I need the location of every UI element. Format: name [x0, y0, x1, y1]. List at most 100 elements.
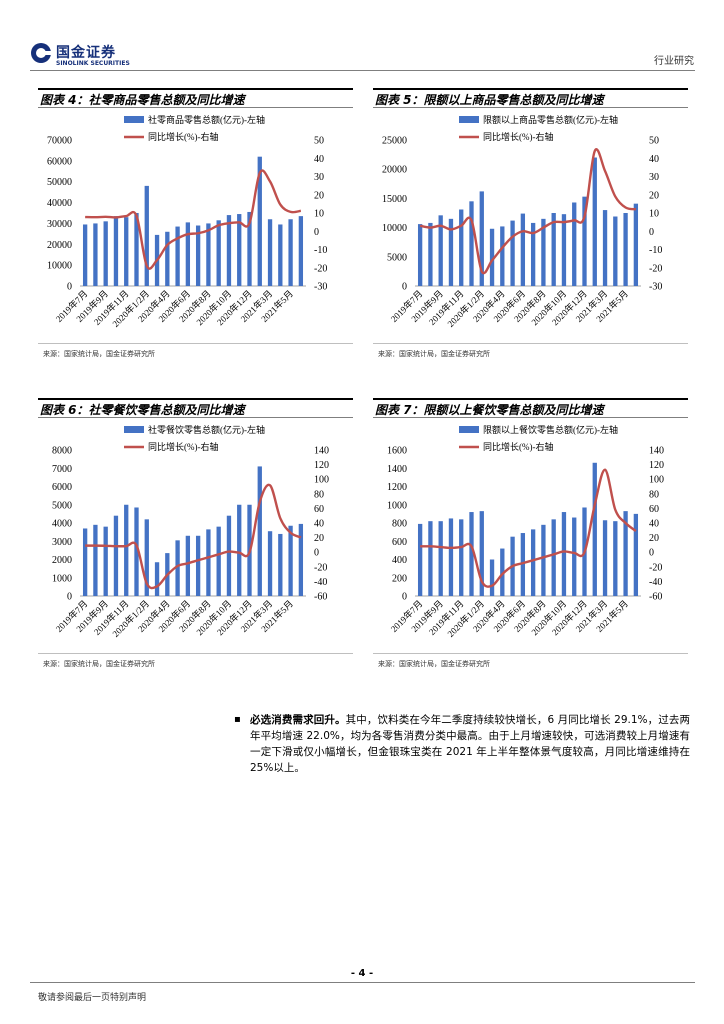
figure-title: 图表 4：社零商品零售总额及同比增速: [38, 88, 353, 108]
bar-2020年7月: [195, 535, 201, 596]
left-axis-tick-label: 3000: [52, 537, 72, 548]
figure-source: 来源：国家统计局，国金证券研究所: [378, 350, 490, 358]
right-axis-tick-label: 20: [314, 190, 324, 201]
right-axis-tick-label: -20: [314, 263, 327, 274]
bar-2020年5月: [510, 220, 515, 286]
figure-source: 来源：国家统计局，国金证券研究所: [378, 660, 490, 668]
paragraph-text: 其中，饮料类在今年二季度持续较快增长，6 月同比增长 29.1%，过去两年平均增…: [250, 714, 690, 774]
bar-2020年6月: [185, 535, 191, 596]
bar-2019年7月: [417, 523, 423, 596]
series-line-yoy: [85, 169, 302, 270]
bar-2021年5月: [623, 213, 628, 286]
left-axis-tick-label: 10000: [382, 223, 407, 234]
legend-bar-label: 社零餐饮零售总额(亿元)-左轴: [148, 424, 265, 435]
body-paragraph: ▪ 必选消费需求回升。其中，饮料类在今年二季度持续较快增长，6 月同比增长 29…: [234, 712, 690, 776]
figure-source: 来源：国家统计局，国金证券研究所: [43, 660, 155, 668]
right-axis-tick-label: 40: [649, 519, 659, 530]
right-axis-tick-label: 40: [314, 154, 324, 165]
right-axis-tick-label: -10: [649, 245, 662, 256]
bar-2020年3月: [489, 228, 495, 286]
left-axis-tick-label: 7000: [52, 464, 72, 475]
bar-2019年10月: [448, 218, 454, 286]
bar-2021年5月: [288, 525, 293, 596]
series-line-yoy: [420, 468, 637, 588]
bar-2019年7月: [82, 528, 88, 596]
bar-2020年3月: [489, 559, 495, 596]
left-axis-tick-label: 0: [67, 592, 72, 603]
bar-2020年5月: [175, 226, 180, 286]
bar-2019年12月: [469, 201, 474, 286]
page-number: - 4 -: [350, 968, 374, 979]
logo-mark-icon: [31, 43, 52, 63]
footer-divider: [30, 982, 695, 983]
left-axis-tick-label: 2000: [52, 555, 72, 566]
right-axis-tick-label: 50: [649, 136, 659, 147]
bar-2019年10月: [448, 518, 454, 596]
legend-bar-swatch: [459, 116, 479, 123]
right-axis-tick-label: 100: [649, 475, 664, 486]
left-axis-tick-label: 20000: [47, 240, 72, 251]
right-axis-tick-label: 120: [314, 460, 329, 471]
left-axis-tick-label: 600: [392, 537, 407, 548]
chart-figure-6: 010002000300040005000600070008000-60-40-…: [52, 424, 329, 639]
right-axis-tick-label: -30: [314, 282, 327, 293]
bar-2021年3月: [602, 210, 608, 286]
bar-2021年5月: [623, 511, 628, 596]
legend-bar-label: 限额以上餐饮零售总额(亿元)-左轴: [483, 424, 618, 435]
bar-2020年4月: [500, 226, 505, 286]
right-axis-tick-label: 100: [314, 475, 329, 486]
right-axis-tick-label: 40: [649, 154, 659, 165]
chart-figure-4: 0 10000 20000 30000 40000 50000 60000 70000 -30 -…: [47, 114, 327, 329]
left-axis-tick-label: 1200: [387, 482, 407, 493]
bar-2020年6月: [520, 533, 526, 596]
bullet-icon: ▪: [234, 714, 241, 725]
company-logo: 国金证券 SINOLINK SECURITIES: [30, 40, 140, 74]
bar-2021年3月: [267, 531, 273, 596]
right-axis-tick-label: 0: [314, 227, 319, 238]
bar-2020年12月: [582, 196, 587, 286]
left-axis-tick-label: 400: [392, 555, 407, 566]
bar-2019年11月: [124, 504, 129, 596]
right-axis-tick-label: 10: [649, 209, 659, 220]
bar-2020年8月: [206, 223, 211, 286]
bar-2019年8月: [428, 222, 433, 286]
bar-2019年11月: [124, 217, 129, 286]
bar-2020年5月: [175, 540, 180, 596]
right-axis-tick-label: 120: [649, 460, 664, 471]
figure-title: 图表 5：限额以上商品零售总额及同比增速: [373, 88, 688, 108]
right-axis-tick-label: -40: [649, 577, 662, 588]
legend-bar-label: 限额以上商品零售总额(亿元)-左轴: [483, 114, 618, 125]
bar-2020年10月: [561, 512, 567, 596]
legend-line-label: 同比增长(%)-右轴: [483, 131, 554, 142]
bar-2020年8月: [206, 529, 211, 596]
bar-2020年11月: [237, 214, 242, 286]
bar-2021年3月: [267, 219, 273, 286]
bar-2019年11月: [459, 519, 464, 596]
left-axis-tick-label: 1000: [52, 573, 72, 584]
bar-2020年12月: [247, 211, 252, 286]
bar-2021年5月: [288, 219, 293, 286]
bar-2020年10月: [226, 515, 232, 596]
legend-line-label: 同比增长(%)-右轴: [483, 441, 554, 452]
bar-2020年11月: [572, 202, 577, 286]
right-axis-tick-label: 60: [314, 504, 324, 515]
bar-2020年7月: [530, 222, 536, 286]
left-axis-tick-label: 200: [392, 573, 407, 584]
bar-2021年1/2月: [257, 466, 262, 596]
right-axis-tick-label: -60: [649, 592, 662, 603]
bar-2021年1/2月: [592, 462, 597, 596]
left-axis-tick-label: 4000: [52, 519, 72, 530]
bar-2019年8月: [93, 524, 98, 596]
bar-2020年10月: [226, 215, 232, 286]
bar-2021年1/2月: [257, 156, 262, 286]
right-axis-tick-label: 20: [314, 533, 324, 544]
bar-2021年6月: [298, 523, 304, 596]
bar-2020年1/2月: [479, 511, 484, 596]
logo-chinese: 国金证券: [56, 45, 116, 61]
bar-2020年4月: [165, 231, 170, 286]
paragraph-lead: 必选消费需求回升。: [250, 714, 346, 726]
left-axis-tick-label: 6000: [52, 482, 72, 493]
left-axis-tick-label: 0: [402, 282, 407, 293]
legend-bar-swatch: [124, 116, 144, 123]
left-axis-tick-label: 1400: [387, 464, 407, 475]
